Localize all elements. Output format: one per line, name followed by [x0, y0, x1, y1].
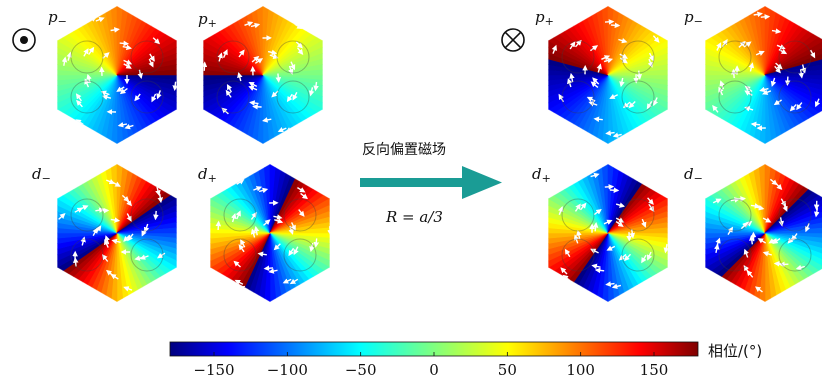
- colorbar-tick-label: −150: [193, 361, 235, 379]
- transition-arrow: [360, 166, 502, 199]
- label-right-bottom-right: d−: [684, 165, 703, 185]
- colorbar-tick-label: 0: [429, 361, 439, 379]
- arrow-caption-top: 反向偏置磁场: [362, 142, 446, 158]
- phase-map-left-d-plus: [209, 163, 331, 303]
- label-right-bottom-left: d+: [532, 165, 551, 185]
- colorbar-tick-label: 100: [566, 361, 595, 379]
- colorbar-tick-label: 150: [639, 361, 669, 379]
- phase-map-right-d-minus: [704, 163, 822, 303]
- phase-map-left-d-minus: [56, 163, 178, 303]
- out-of-page-icon: [12, 28, 36, 52]
- colorbar-label: 相位/(°): [708, 342, 763, 360]
- colorbar-tick-label: −50: [344, 361, 377, 379]
- colorbar-tick-label: 50: [497, 361, 517, 379]
- label-right-top-right: p−: [684, 8, 703, 28]
- colorbar-tick-label: −100: [266, 361, 308, 379]
- label-left-top-left: p−: [48, 8, 67, 28]
- label-left-bottom-left: d−: [32, 165, 51, 185]
- arrow-caption-bottom: R = a/3: [386, 208, 443, 226]
- label-left-bottom-right: d+: [198, 165, 217, 185]
- into-page-icon: [501, 28, 525, 52]
- label-left-top-right: p+: [198, 10, 217, 30]
- label-right-top-left: p+: [535, 8, 554, 28]
